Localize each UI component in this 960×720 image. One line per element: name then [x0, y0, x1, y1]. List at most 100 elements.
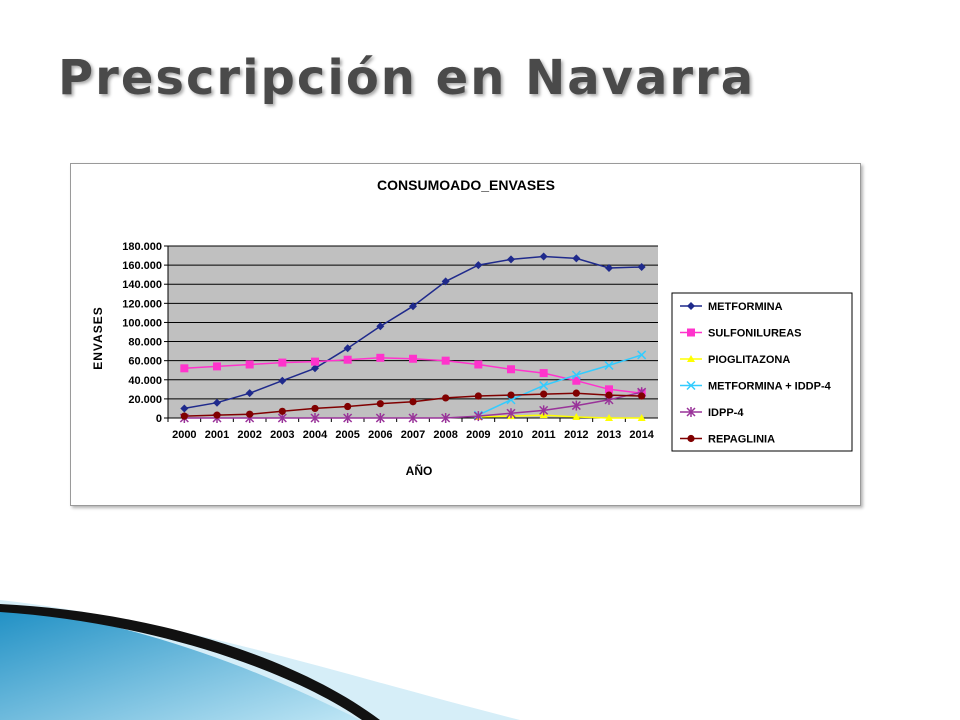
x-tick-label: 2008 — [433, 429, 457, 441]
y-tick-label: 100.000 — [122, 317, 162, 329]
data-point — [278, 358, 287, 367]
data-point — [180, 412, 188, 420]
data-point — [376, 353, 385, 362]
legend-item-repaglinia: REPAGLINIA — [680, 434, 775, 446]
x-tick-label: 2014 — [629, 429, 654, 441]
chart-title: CONSUMOADO_ENVASES — [377, 177, 555, 193]
plot-area — [168, 246, 658, 418]
data-point — [605, 263, 613, 272]
x-tick-label: 2006 — [368, 429, 392, 441]
data-point — [507, 365, 515, 374]
data-point — [638, 392, 646, 400]
legend-marker — [687, 355, 695, 362]
data-point — [180, 364, 189, 373]
data-point — [539, 369, 548, 378]
data-point — [507, 255, 515, 264]
data-point — [539, 405, 549, 416]
data-point — [539, 380, 549, 391]
data-point — [213, 411, 221, 419]
x-axis-label: AÑO — [406, 463, 433, 478]
data-point — [180, 404, 189, 413]
line-chart: CONSUMOADO_ENVASES AÑO ENVASES 0 20.000 40… — [91, 177, 853, 478]
data-point — [474, 392, 482, 400]
data-point — [572, 254, 581, 263]
data-point — [376, 400, 384, 408]
y-tick-label: 40.000 — [128, 375, 162, 387]
y-tick-label: 180.000 — [122, 241, 162, 253]
x-tick-label: 2001 — [205, 429, 229, 441]
data-point — [637, 350, 647, 360]
series-repaglinia — [180, 389, 646, 420]
data-point — [637, 414, 646, 421]
legend — [671, 292, 853, 452]
legend-marker — [687, 434, 695, 443]
y-tick-label: 60.000 — [128, 356, 162, 368]
data-point — [409, 398, 417, 406]
data-point — [311, 364, 319, 373]
y-tick-label: 0 — [156, 413, 162, 425]
y-tick-label: 160.000 — [122, 260, 162, 272]
data-point — [604, 360, 614, 370]
y-tick-label: 120.000 — [122, 298, 162, 310]
data-point — [540, 390, 548, 398]
data-point — [442, 394, 450, 402]
data-point — [473, 411, 483, 422]
legend-marker — [687, 328, 695, 337]
y-tick-label: 140.000 — [122, 279, 162, 291]
data-point — [572, 376, 581, 385]
y-axis-label: ENVASES — [91, 306, 105, 369]
swoosh-blue — [0, 606, 360, 720]
data-point — [441, 413, 451, 423]
legend-label: REPAGLINIA — [708, 434, 775, 446]
data-point — [278, 407, 286, 415]
data-point — [343, 344, 352, 353]
data-point — [474, 261, 483, 270]
data-point — [343, 413, 353, 423]
data-point — [344, 402, 352, 411]
legend-label: METFORMINA — [708, 301, 783, 313]
data-point — [409, 354, 417, 363]
data-point — [310, 413, 320, 423]
series-metformina — [180, 252, 646, 413]
x-tick-label: 2010 — [499, 429, 523, 441]
data-point — [506, 408, 516, 419]
x-tick-label: 2009 — [466, 429, 490, 441]
slide-title: Prescripción en Navarra — [58, 50, 756, 106]
data-point — [213, 398, 221, 407]
data-point — [311, 404, 319, 413]
data-point — [572, 413, 581, 421]
data-point — [507, 391, 515, 399]
legend-item-pioglitazona: PIOGLITAZONA — [680, 354, 790, 366]
legend-item-idpp-4: IDPP-4 — [680, 407, 744, 419]
x-tick-label: 2013 — [597, 429, 621, 441]
data-point — [213, 362, 221, 371]
x-tick-label: 2012 — [564, 429, 588, 441]
legend-marker — [686, 380, 696, 391]
y-tick-label: 80.000 — [128, 337, 162, 349]
data-point — [246, 410, 254, 418]
data-point — [441, 356, 450, 365]
legend-marker — [686, 407, 696, 417]
data-point — [409, 302, 417, 311]
legend-label: SULFONILUREAS — [708, 328, 802, 340]
data-point — [572, 389, 580, 397]
x-tick-label: 2003 — [270, 429, 294, 441]
legend-item-metformina: METFORMINA — [680, 301, 783, 313]
data-point — [605, 385, 613, 394]
data-point — [605, 391, 613, 399]
data-point — [375, 413, 385, 423]
legend-label: IDPP-4 — [708, 407, 744, 419]
legend-label: METFORMINA + IDDP-4 — [708, 381, 832, 393]
x-tick-label: 2002 — [237, 429, 261, 441]
legend-item-sulfonilureas: SULFONILUREAS — [680, 328, 802, 340]
series-line — [478, 414, 642, 419]
data-point — [474, 360, 483, 369]
x-tick-label: 2011 — [532, 429, 556, 441]
data-point — [605, 414, 613, 421]
data-point — [571, 400, 581, 411]
data-point — [343, 355, 352, 364]
x-tick-label: 2004 — [303, 429, 328, 441]
data-point — [637, 263, 646, 272]
data-point — [245, 389, 254, 398]
legend-marker — [687, 302, 695, 310]
